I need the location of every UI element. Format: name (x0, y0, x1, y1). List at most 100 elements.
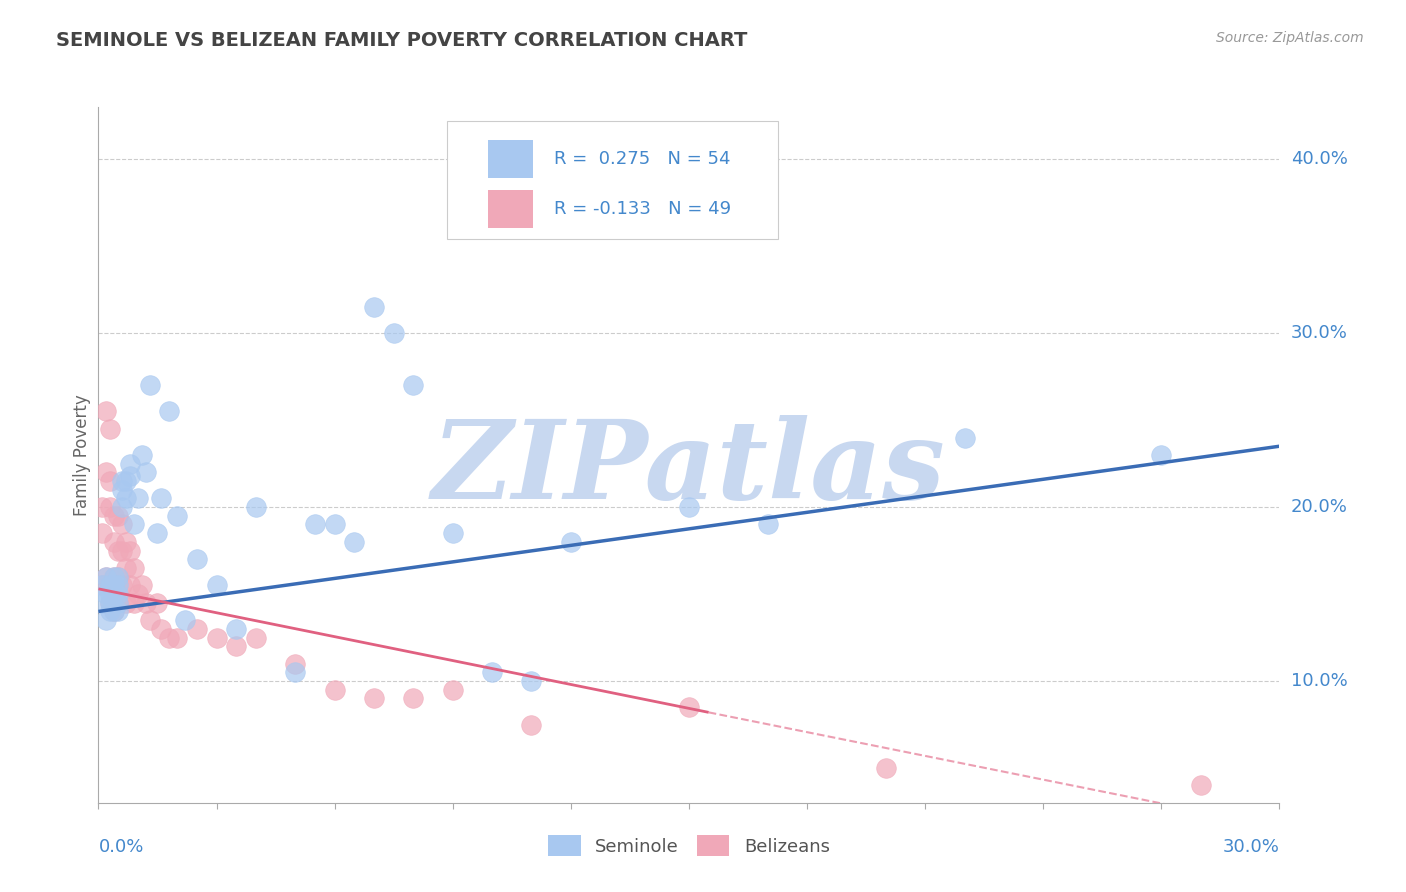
Point (135, 596, 157, 610)
Point (98, 605, 121, 619)
Point (186, 622, 208, 636)
Point (103, 605, 125, 619)
Point (115, 596, 138, 610)
Text: SEMINOLE VS BELIZEAN FAMILY POVERTY CORRELATION CHART: SEMINOLE VS BELIZEAN FAMILY POVERTY CORR… (56, 31, 748, 50)
Point (382, 326, 405, 340)
Point (402, 378, 425, 392)
Point (323, 517, 346, 532)
Point (245, 500, 267, 514)
Point (150, 622, 173, 636)
Point (304, 517, 326, 532)
Point (103, 605, 125, 619)
Point (96, 613, 118, 627)
Point (91, 578, 114, 592)
Point (756, 517, 779, 532)
Point (323, 682, 346, 697)
Point (96, 569, 118, 583)
Point (98, 422, 121, 436)
Point (678, 500, 700, 514)
Text: Source: ZipAtlas.com: Source: ZipAtlas.com (1216, 31, 1364, 45)
Point (98, 500, 121, 514)
Point (157, 404, 180, 418)
Point (157, 631, 180, 645)
Text: R = -0.133   N = 49: R = -0.133 N = 49 (554, 201, 731, 219)
Point (107, 508, 129, 523)
Point (96, 569, 118, 583)
Point (1189, 778, 1212, 792)
Point (678, 700, 700, 714)
Point (127, 491, 149, 506)
Point (98, 596, 121, 610)
FancyBboxPatch shape (488, 190, 533, 228)
Point (111, 483, 134, 497)
Point (91, 526, 114, 541)
Text: 40.0%: 40.0% (1291, 150, 1347, 169)
Point (138, 378, 160, 392)
Point (875, 761, 897, 775)
Point (131, 448, 153, 462)
Point (953, 430, 976, 444)
Point (96, 587, 118, 601)
Legend: Seminole, Belizeans: Seminole, Belizeans (541, 828, 837, 863)
Point (481, 665, 503, 680)
Text: 0.0%: 0.0% (98, 838, 143, 855)
Point (115, 561, 138, 575)
Point (115, 534, 138, 549)
Text: R =  0.275   N = 54: R = 0.275 N = 54 (554, 150, 731, 169)
Point (103, 569, 125, 583)
Point (186, 552, 208, 566)
Point (111, 578, 134, 592)
Point (135, 466, 157, 480)
Point (91, 578, 114, 592)
Point (111, 517, 134, 532)
Point (96, 466, 118, 480)
Point (284, 665, 307, 680)
Y-axis label: Family Poverty: Family Poverty (73, 394, 91, 516)
Point (122, 561, 145, 575)
Point (225, 622, 247, 636)
Point (205, 578, 228, 592)
Point (146, 596, 169, 610)
Point (441, 526, 464, 541)
Point (118, 457, 141, 471)
Point (343, 534, 366, 549)
Point (127, 587, 149, 601)
Point (560, 534, 582, 549)
Point (107, 543, 129, 558)
Point (118, 468, 141, 483)
Point (520, 717, 543, 731)
Point (103, 534, 125, 549)
Point (107, 605, 129, 619)
Point (150, 491, 173, 506)
Point (441, 682, 464, 697)
Point (107, 596, 129, 610)
Point (107, 596, 129, 610)
Point (146, 526, 169, 541)
Point (245, 631, 267, 645)
Point (284, 657, 307, 671)
Point (111, 474, 134, 488)
Point (103, 587, 125, 601)
Point (122, 517, 145, 532)
Point (1150, 448, 1173, 462)
Point (131, 578, 153, 592)
Text: 30.0%: 30.0% (1291, 324, 1347, 343)
Point (115, 491, 138, 506)
Point (138, 613, 160, 627)
Point (166, 508, 188, 523)
Text: 30.0%: 30.0% (1223, 838, 1279, 855)
Point (118, 578, 141, 592)
Point (107, 587, 129, 601)
Point (115, 474, 138, 488)
Point (118, 543, 141, 558)
Point (205, 631, 228, 645)
Point (166, 631, 188, 645)
Point (363, 691, 385, 706)
Point (98, 474, 121, 488)
Text: 10.0%: 10.0% (1291, 672, 1347, 690)
Text: ZIPatlas: ZIPatlas (432, 415, 946, 523)
FancyBboxPatch shape (488, 140, 533, 178)
Point (122, 596, 145, 610)
Point (107, 578, 129, 592)
FancyBboxPatch shape (447, 121, 778, 239)
